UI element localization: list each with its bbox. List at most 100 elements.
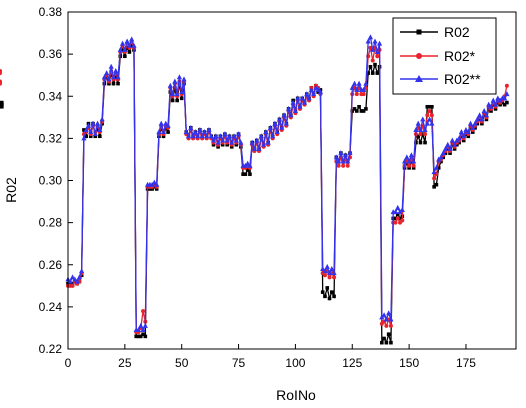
data-point (420, 116, 426, 122)
data-point (243, 172, 248, 176)
data-point (395, 216, 400, 221)
data-point (229, 139, 235, 145)
data-point (439, 159, 443, 164)
data-point (477, 112, 483, 118)
data-point (457, 140, 461, 145)
data-point (172, 78, 178, 84)
data-point (375, 71, 380, 75)
data-point (393, 220, 398, 225)
data-point (320, 290, 325, 294)
data-point (490, 97, 496, 103)
x-tick-label: 25 (118, 356, 132, 370)
data-point (251, 145, 258, 151)
data-point (409, 159, 414, 164)
data-point (150, 187, 154, 191)
data-point (267, 124, 273, 130)
data-point (67, 278, 73, 284)
data-point (368, 64, 373, 69)
data-point (364, 107, 368, 111)
data-point (220, 137, 226, 143)
y-tick-label: 0.22 (39, 342, 63, 356)
data-point (372, 38, 378, 44)
legend-label-r02-star: R02* (444, 48, 476, 64)
data-point (249, 139, 255, 145)
data-point (433, 164, 440, 170)
data-point (97, 126, 103, 132)
x-tick-labels: 0 25 50 75 100 125 150 175 (65, 356, 477, 370)
data-point (415, 120, 421, 126)
data-point (324, 263, 330, 269)
data-point (380, 340, 384, 345)
data-point (151, 179, 158, 185)
data-point (0, 100, 4, 105)
data-point (425, 104, 430, 109)
data-point (113, 75, 118, 80)
data-point (181, 76, 187, 82)
data-point (426, 116, 433, 122)
data-point (104, 75, 109, 80)
data-point (467, 120, 474, 126)
data-point (424, 120, 430, 126)
data-point (445, 147, 450, 151)
data-point (458, 129, 465, 135)
data-point (185, 133, 192, 139)
data-point (447, 145, 453, 151)
data-point (368, 45, 373, 50)
data-point (70, 281, 75, 286)
data-point (425, 113, 430, 118)
data-point (443, 151, 448, 155)
y-tick-label: 0.28 (39, 216, 63, 230)
data-point (138, 334, 143, 339)
data-point (136, 334, 141, 339)
data-point (115, 74, 121, 80)
data-point (388, 323, 393, 328)
data-point (373, 62, 377, 67)
data-point (325, 286, 330, 290)
data-point (384, 323, 389, 328)
series-3 (65, 34, 510, 333)
data-point (197, 126, 203, 132)
data-point (119, 40, 126, 46)
data-point (211, 142, 216, 147)
data-point (461, 133, 467, 139)
data-point (411, 158, 417, 164)
data-point (354, 92, 359, 97)
legend-marker-r02-2star (415, 75, 423, 82)
data-point (263, 129, 269, 135)
data-point (498, 102, 502, 107)
data-point (375, 54, 380, 59)
data-point (85, 122, 92, 128)
data-point (475, 121, 480, 126)
data-point (170, 91, 176, 97)
data-point (407, 163, 412, 168)
data-point (401, 158, 408, 164)
data-point (111, 81, 116, 86)
data-point (448, 151, 452, 155)
data-point (354, 86, 360, 92)
data-point (138, 322, 144, 328)
data-point (188, 124, 194, 130)
data-point (125, 46, 129, 50)
data-point (359, 109, 364, 113)
data-point (88, 129, 94, 135)
axis-ticks (67, 11, 467, 350)
data-point (74, 278, 80, 284)
data-point (141, 309, 146, 314)
data-point (388, 316, 394, 322)
data-point (163, 120, 169, 126)
data-point (272, 120, 278, 126)
data-point (483, 112, 490, 118)
data-point (0, 104, 4, 109)
data-point (331, 270, 337, 276)
data-point (474, 116, 480, 122)
data-point (311, 91, 317, 97)
data-point (106, 76, 112, 82)
legend-item-r02-star: R02* (400, 48, 476, 64)
data-point (143, 334, 148, 339)
data-point (329, 290, 334, 294)
data-point (70, 283, 75, 288)
data-point (158, 120, 164, 126)
data-point (90, 120, 96, 126)
data-point (123, 54, 127, 59)
